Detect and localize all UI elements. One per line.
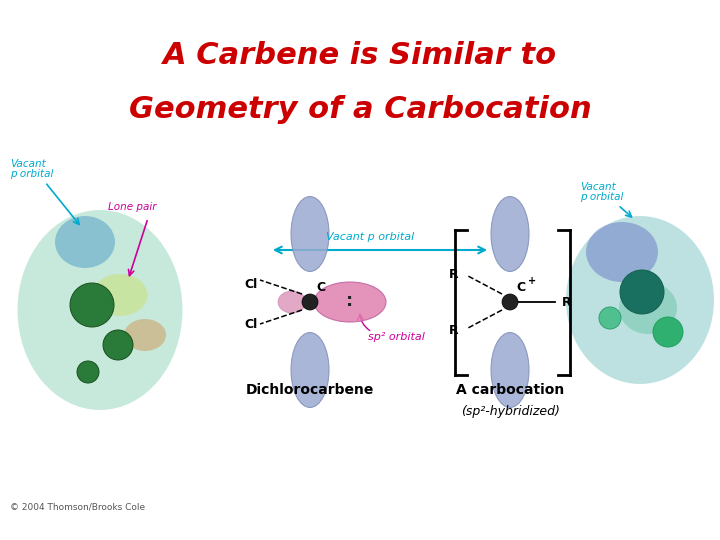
Text: C: C xyxy=(516,281,525,294)
Text: Cl: Cl xyxy=(244,278,257,291)
Text: Vacant: Vacant xyxy=(580,182,616,192)
Circle shape xyxy=(620,270,664,314)
Text: R: R xyxy=(449,267,459,280)
Text: A carbocation: A carbocation xyxy=(456,383,564,397)
Ellipse shape xyxy=(17,210,182,410)
Text: :: : xyxy=(346,292,353,310)
Ellipse shape xyxy=(278,291,306,313)
Text: C: C xyxy=(316,281,325,294)
Text: Lone pair: Lone pair xyxy=(108,202,156,212)
Ellipse shape xyxy=(314,282,386,322)
Text: +: + xyxy=(528,276,536,286)
Ellipse shape xyxy=(491,333,529,408)
Text: Vacant p orbital: Vacant p orbital xyxy=(326,232,414,242)
Ellipse shape xyxy=(291,197,329,272)
Circle shape xyxy=(70,283,114,327)
Circle shape xyxy=(653,317,683,347)
Circle shape xyxy=(302,294,318,310)
Text: Dichlorocarbene: Dichlorocarbene xyxy=(246,383,374,397)
Text: R: R xyxy=(562,295,572,308)
Text: (sp²-hybridized): (sp²-hybridized) xyxy=(461,406,559,419)
Ellipse shape xyxy=(55,216,115,268)
Ellipse shape xyxy=(124,319,166,351)
Circle shape xyxy=(103,330,133,360)
Text: Cl: Cl xyxy=(244,318,257,330)
Text: A Carbene is Similar to: A Carbene is Similar to xyxy=(163,40,557,70)
Text: Geometry of a Carbocation: Geometry of a Carbocation xyxy=(129,96,591,125)
Ellipse shape xyxy=(566,216,714,384)
Ellipse shape xyxy=(491,197,529,272)
Text: R: R xyxy=(449,323,459,336)
Circle shape xyxy=(502,294,518,310)
Circle shape xyxy=(77,361,99,383)
Ellipse shape xyxy=(291,333,329,408)
Circle shape xyxy=(599,307,621,329)
Text: Vacant: Vacant xyxy=(10,159,46,169)
Ellipse shape xyxy=(92,274,148,316)
Ellipse shape xyxy=(619,282,677,334)
Text: sp² orbital: sp² orbital xyxy=(368,332,425,342)
Text: p orbital: p orbital xyxy=(580,192,624,202)
Text: © 2004 Thomson/Brooks Cole: © 2004 Thomson/Brooks Cole xyxy=(10,503,145,512)
Text: p orbital: p orbital xyxy=(10,169,53,179)
Ellipse shape xyxy=(586,222,658,282)
